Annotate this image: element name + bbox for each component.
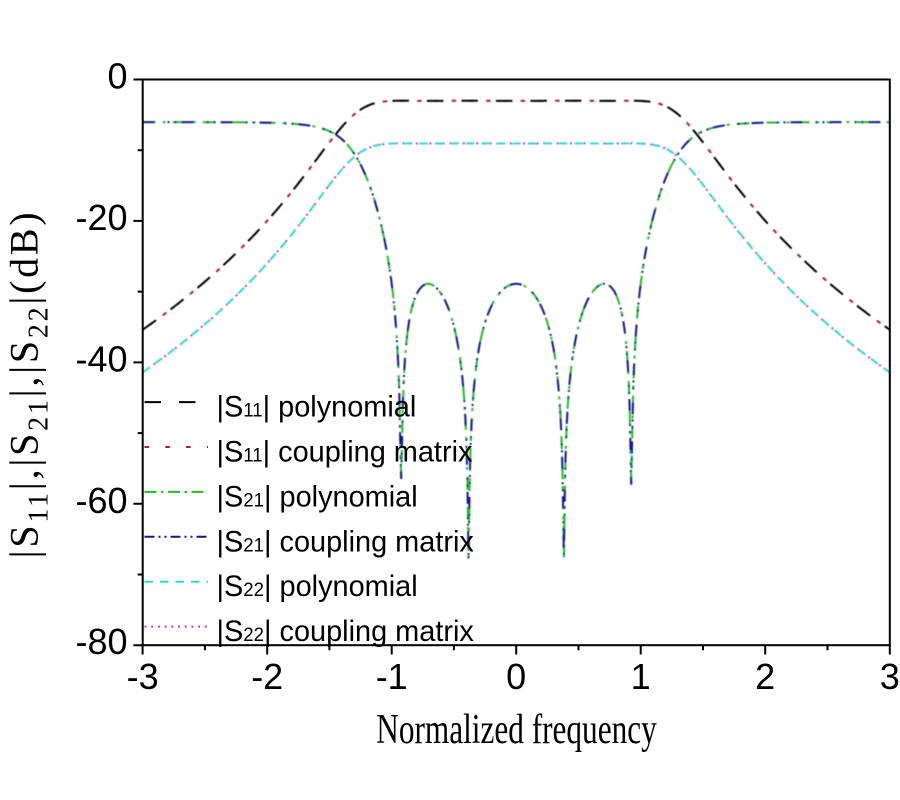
svg-text:-40: -40 [75, 338, 127, 379]
svg-text:0: 0 [506, 656, 526, 697]
svg-text:|S22| coupling matrix: |S22| coupling matrix [217, 616, 475, 648]
svg-text:|S22| polynomial: |S22| polynomial [217, 571, 418, 603]
svg-text:-1: -1 [376, 656, 408, 697]
svg-text:Normalized frequency: Normalized frequency [376, 707, 657, 753]
svg-text:-3: -3 [127, 656, 159, 697]
svg-text:2: 2 [755, 656, 775, 697]
svg-text:1: 1 [631, 656, 651, 697]
svg-text:-2: -2 [251, 656, 283, 697]
svg-text:0: 0 [107, 56, 127, 97]
svg-text:-60: -60 [75, 480, 127, 521]
svg-text:3: 3 [880, 656, 900, 697]
svg-text:-80: -80 [75, 621, 127, 662]
svg-text:-20: -20 [75, 197, 127, 238]
